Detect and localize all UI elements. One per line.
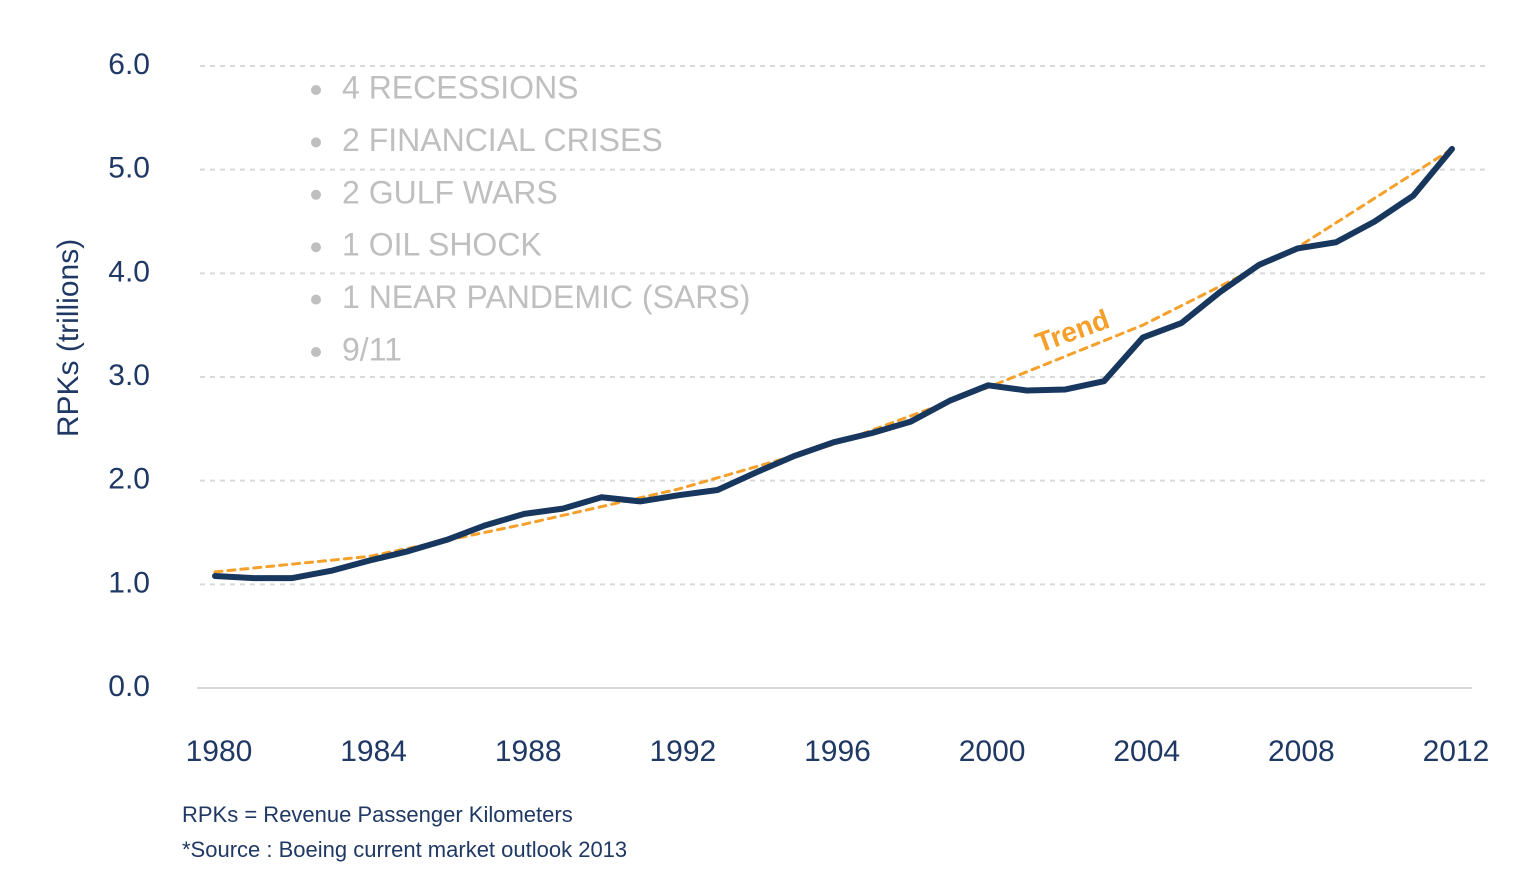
bullet-dot bbox=[311, 347, 321, 357]
bullet-dot bbox=[311, 294, 321, 305]
x-tick-label: 1984 bbox=[340, 735, 407, 768]
x-tick-label: 2000 bbox=[959, 735, 1026, 768]
bullet-dot bbox=[311, 189, 321, 200]
annotation: 1 OIL SHOCK bbox=[342, 227, 542, 263]
x-tick-label: 2008 bbox=[1268, 735, 1335, 768]
y-tick-label: 4.0 bbox=[108, 255, 150, 288]
y-axis-label: RPKs (trillions) bbox=[52, 239, 85, 437]
annotation: 9/11 bbox=[342, 331, 402, 367]
x-tick-label: 1996 bbox=[804, 735, 871, 768]
annotation: 1 NEAR PANDEMIC (SARS) bbox=[342, 279, 750, 315]
note: RPKs = Revenue Passenger Kilometers bbox=[182, 802, 573, 827]
annotation: 2 FINANCIAL CRISES bbox=[342, 122, 663, 158]
data-line bbox=[212, 145, 1455, 582]
series-label: Trend bbox=[1031, 303, 1113, 358]
x-tick-label: 1980 bbox=[186, 735, 253, 768]
bullet-dot bbox=[311, 85, 321, 95]
x-tick-label: 2004 bbox=[1113, 735, 1180, 768]
y-tick-label: 2.0 bbox=[108, 463, 150, 496]
y-tick-label: 6.0 bbox=[108, 48, 150, 81]
y-tick-label: 1.0 bbox=[108, 566, 150, 599]
note: *Source : Boeing current market outlook … bbox=[182, 837, 627, 862]
x-tick-label: 1988 bbox=[495, 735, 562, 768]
y-tick-label: 3.0 bbox=[108, 359, 150, 392]
y-tick-label: 5.0 bbox=[108, 152, 150, 185]
bullet-dot bbox=[311, 242, 321, 253]
annotation: 4 RECESSIONS bbox=[342, 69, 579, 105]
annotation: 2 GULF WARS bbox=[342, 174, 558, 210]
y-tick-label: 0.0 bbox=[108, 670, 150, 703]
bullet-dot bbox=[311, 137, 321, 148]
x-tick-label: 1992 bbox=[650, 735, 717, 768]
x-tick-label: 2012 bbox=[1423, 735, 1490, 768]
